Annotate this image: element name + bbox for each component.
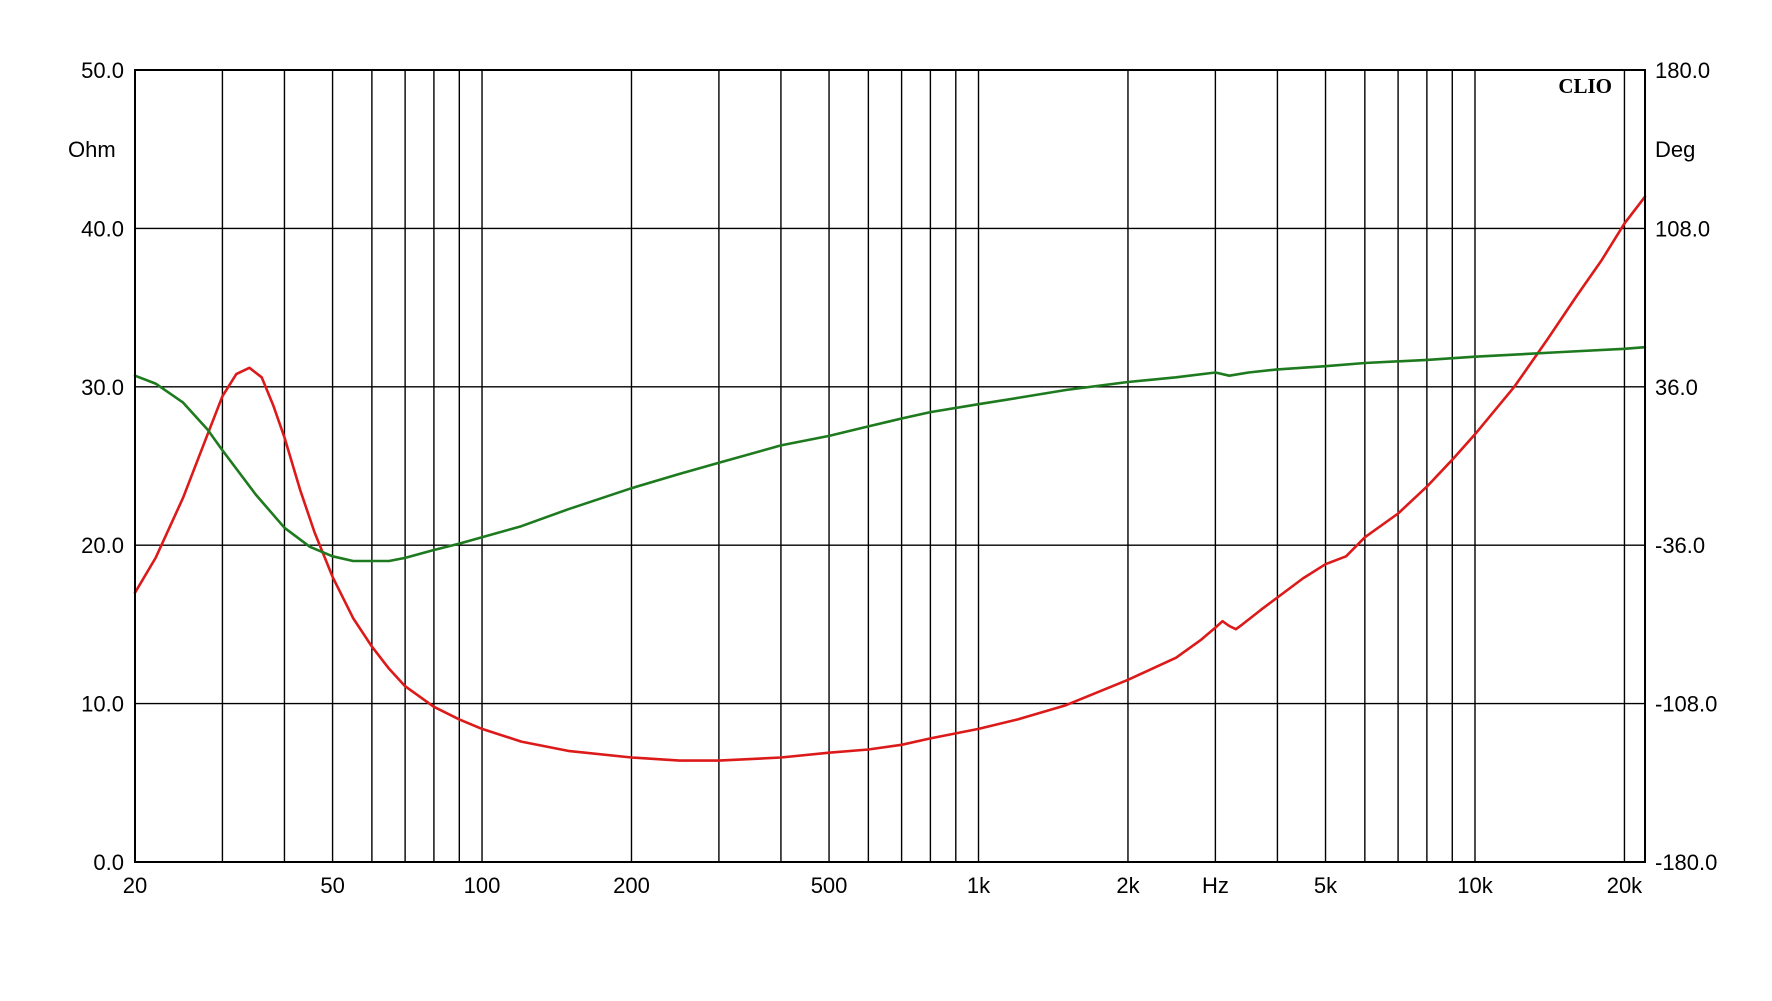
x-tick-label: Hz xyxy=(1202,873,1229,898)
x-ticks: 20 50 100 200 500 1k 2k Hz 5k 10k 20k xyxy=(123,873,1643,898)
y-left-tick-label: 0.0 xyxy=(93,850,124,875)
y-right-tick-label: 180.0 xyxy=(1655,58,1710,83)
series-layer xyxy=(133,195,1647,762)
y-left-ticks: 0.0 10.0 20.0 30.0 40.0 50.0 xyxy=(81,58,124,875)
y-left-axis-label: Ohm xyxy=(68,137,116,162)
x-tick-label: 1k xyxy=(967,873,991,898)
horizontal-grid xyxy=(135,227,1645,705)
y-left-tick-label: 10.0 xyxy=(81,692,124,717)
x-tick-label: 100 xyxy=(464,873,501,898)
y-right-axis-label: Deg xyxy=(1655,137,1695,162)
series-line-1 xyxy=(133,195,1647,762)
x-tick-label: 2k xyxy=(1116,873,1140,898)
vertical-grid xyxy=(221,70,1626,862)
y-left-tick-label: 20.0 xyxy=(81,533,124,558)
y-right-tick-label: -36.0 xyxy=(1655,533,1705,558)
y-right-tick-label: -108.0 xyxy=(1655,692,1717,717)
x-tick-label: 50 xyxy=(320,873,344,898)
y-right-ticks: -180.0 -108.0 -36.0 36.0 108.0 180.0 xyxy=(1655,58,1717,875)
y-right-tick-label: 108.0 xyxy=(1655,216,1710,241)
plot-frame xyxy=(134,69,1646,863)
x-tick-label: 200 xyxy=(613,873,650,898)
x-tick-label: 500 xyxy=(811,873,848,898)
x-tick-label: 20 xyxy=(123,873,147,898)
y-left-tick-label: 40.0 xyxy=(81,216,124,241)
series-line-2 xyxy=(133,345,1647,563)
x-tick-label: 5k xyxy=(1314,873,1338,898)
x-tick-label: 10k xyxy=(1457,873,1493,898)
y-right-tick-label: -180.0 xyxy=(1655,850,1717,875)
y-right-tick-label: 36.0 xyxy=(1655,375,1698,400)
x-tick-label: 20k xyxy=(1607,873,1643,898)
y-left-tick-label: 50.0 xyxy=(81,58,124,83)
clio-watermark: CLIO xyxy=(1558,74,1612,98)
plot-background xyxy=(135,70,1645,862)
y-left-tick-label: 30.0 xyxy=(81,375,124,400)
